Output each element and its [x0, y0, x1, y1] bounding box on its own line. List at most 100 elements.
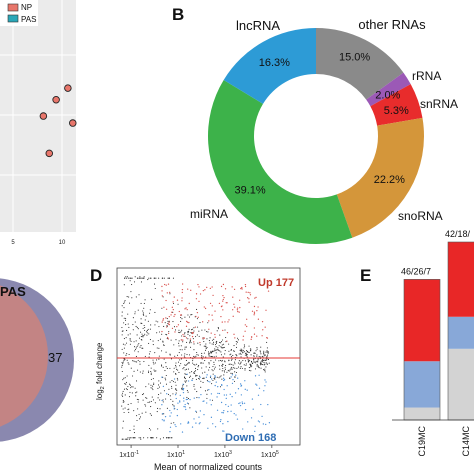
ma-point-ns [136, 334, 138, 336]
ma-point-ns [150, 406, 152, 408]
ma-point-up [204, 289, 206, 291]
ma-point-ns [127, 313, 129, 315]
ma-point-ns [232, 364, 234, 366]
ma-point-ns [126, 353, 128, 355]
ma-point-ns [195, 336, 197, 338]
ma-point-ns [130, 340, 132, 342]
ma-point-ns [196, 351, 198, 354]
ma-point-ns [158, 386, 161, 388]
ma-point-ns [167, 437, 169, 439]
ma-point-ns [192, 372, 195, 374]
ma-point-ns [125, 383, 127, 385]
ma-point-up [257, 318, 260, 320]
ma-point-ns [228, 350, 230, 352]
ma-point-up [232, 315, 234, 317]
ma-point-ns [244, 369, 246, 371]
ma-point-ns [229, 354, 231, 356]
ma-point-ns [152, 385, 154, 387]
ma-point-ns [139, 361, 141, 363]
ma-point-up [191, 332, 194, 335]
ma-point-ns [212, 379, 214, 381]
ma-point-down [173, 378, 176, 380]
ma-point-ns [143, 302, 145, 304]
ma-point-ns [158, 331, 161, 333]
ma-point-down [231, 374, 234, 376]
ma-point-down [177, 402, 179, 404]
panel-a-x-tick: 5 [11, 240, 15, 246]
ma-point-ns [264, 368, 266, 370]
ma-point-ns [221, 344, 223, 346]
ma-point-down [182, 389, 184, 391]
ma-point-ns [132, 329, 134, 331]
ma-point-ns [134, 276, 136, 278]
ma-point-ns [224, 349, 226, 352]
ma-point-down [218, 392, 221, 395]
ma-point-ns [159, 399, 161, 401]
ma-point-down [254, 430, 256, 432]
ma-point-ns [172, 404, 174, 406]
ma-point-ns [257, 359, 259, 361]
ma-point-down [227, 405, 230, 408]
ma-point-ns [156, 347, 158, 349]
ma-point-ns [205, 343, 207, 345]
ma-point-ns [190, 332, 192, 334]
ma-point-ns [162, 341, 164, 343]
ma-point-ns [140, 438, 142, 440]
ma-point-ns [148, 333, 150, 335]
ma-point-ns [197, 342, 199, 344]
ma-point-ns [158, 394, 160, 396]
ma-point-ns [220, 351, 222, 353]
ma-point-ns [152, 437, 154, 439]
ma-point-up [236, 309, 239, 311]
ma-point-ns [188, 331, 190, 333]
ma-point-down [161, 376, 163, 378]
ma-point-ns [188, 328, 190, 330]
ma-point-up [186, 321, 189, 323]
ma-point-ns [198, 365, 200, 367]
panel-d: D Up 177 Down 168 log2 fold change 1x10-… [90, 266, 301, 472]
ma-point-ns [138, 337, 141, 339]
ma-point-up [234, 337, 236, 339]
ma-point-ns [175, 389, 177, 391]
ma-point-ns [260, 353, 262, 355]
ma-point-ns [181, 318, 183, 320]
ma-point-ns [187, 362, 189, 365]
ma-point-down [239, 383, 242, 385]
ma-point-ns [154, 324, 156, 326]
ma-point-ns [190, 342, 192, 344]
ma-point-ns [169, 381, 171, 383]
up-count-label: Up 177 [258, 277, 294, 289]
ma-point-up [212, 319, 214, 321]
ma-point-ns [123, 302, 125, 305]
ma-point-ns [172, 321, 174, 323]
ma-point-ns [217, 348, 219, 350]
ma-point-ns [180, 320, 182, 322]
ma-point-up [241, 288, 243, 290]
ma-point-down [234, 392, 237, 394]
ma-point-ns [263, 352, 265, 354]
ma-point-ns [157, 387, 159, 389]
ma-point-ns [214, 344, 217, 346]
ma-point-ns [211, 399, 214, 401]
ma-point-ns [260, 367, 262, 369]
ma-point-ns [172, 393, 174, 395]
ma-point-up [249, 294, 252, 296]
ma-point-ns [157, 397, 159, 399]
ma-point-ns [165, 374, 167, 377]
ma-point-ns [224, 368, 227, 370]
ma-point-ns [208, 369, 210, 371]
ma-point-ns [152, 389, 154, 391]
ma-point-down [225, 397, 227, 400]
ma-point-ns [156, 332, 158, 334]
ma-point-ns [169, 353, 171, 355]
ma-point-ns [137, 359, 139, 361]
ma-point-down [217, 392, 219, 395]
ma-point-ns [145, 411, 147, 413]
ma-point-ns [248, 369, 250, 371]
ma-point-ns [260, 364, 262, 366]
ma-point-up [166, 336, 169, 339]
ma-point-ns [152, 399, 155, 401]
ma-point-ns [128, 396, 131, 398]
ma-point-down [200, 393, 202, 396]
ma-point-down [244, 388, 246, 390]
